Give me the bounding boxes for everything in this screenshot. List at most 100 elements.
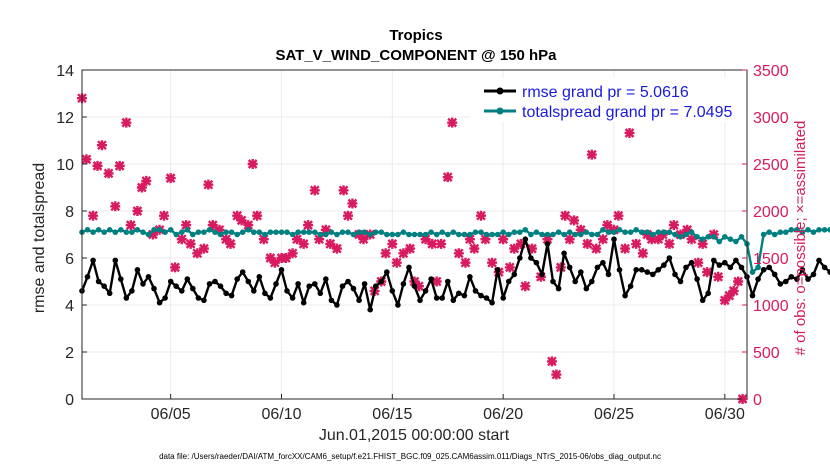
data-point-spread (783, 229, 789, 235)
obs-marker (697, 238, 708, 249)
data-point-rmse (777, 281, 784, 287)
data-point-rmse (500, 295, 507, 301)
data-point-spread (672, 231, 678, 238)
data-point-spread (167, 227, 174, 233)
data-point-spread (467, 231, 473, 238)
x-tick-label: 06/10 (261, 406, 301, 423)
obs-marker (487, 257, 498, 268)
data-point-rmse (539, 271, 545, 278)
data-point-rmse (771, 271, 778, 278)
data-point-spread (334, 231, 340, 238)
data-point-spread (533, 229, 540, 235)
obs-marker (252, 210, 263, 221)
data-point-spread (239, 229, 246, 235)
obs-marker (728, 285, 739, 296)
data-point-rmse (528, 255, 534, 261)
data-point-rmse (794, 276, 800, 282)
data-point-rmse (411, 283, 418, 290)
data-point-spread (478, 229, 484, 235)
obs-marker (170, 262, 181, 273)
data-point-spread (572, 231, 578, 238)
obs-marker (469, 243, 480, 254)
data-point-rmse (156, 299, 163, 306)
data-point-rmse (256, 274, 263, 280)
data-point-spread (112, 229, 119, 235)
y-tick-label-left: 8 (65, 204, 74, 221)
data-point-spread (228, 229, 235, 235)
data-point-rmse (190, 285, 196, 292)
data-point-rmse (251, 288, 257, 294)
obs-marker (447, 117, 458, 128)
data-point-spread (417, 231, 423, 238)
data-point-rmse (345, 278, 351, 285)
obs-marker (331, 243, 342, 254)
obs-marker (176, 234, 187, 245)
obs-marker (582, 238, 593, 249)
obs-marker (221, 234, 232, 245)
data-point-rmse (727, 264, 734, 271)
data-point-rmse (544, 241, 551, 247)
data-point-spread (505, 231, 512, 238)
legend-label-spread: totalspread grand pr = 7.0495 (522, 104, 732, 121)
obs-marker (575, 224, 586, 235)
data-point-spread (799, 229, 806, 235)
data-point-rmse (572, 278, 578, 285)
obs-marker (597, 234, 608, 245)
y-tick-label-right: 500 (753, 345, 780, 362)
data-point-spread (184, 227, 191, 233)
data-point-rmse (799, 267, 806, 273)
data-point-rmse (505, 278, 512, 285)
data-point-rmse (788, 274, 795, 280)
data-point-spread (300, 229, 307, 235)
data-point-rmse (827, 269, 830, 275)
obs-marker (602, 220, 613, 231)
obs-marker (620, 243, 631, 254)
data-point-rmse (711, 257, 717, 264)
obs-marker (114, 160, 125, 171)
data-point-rmse (594, 264, 601, 271)
obs-marker (298, 238, 309, 249)
obs-marker (526, 243, 537, 254)
data-point-spread (528, 231, 534, 238)
obs-marker (232, 210, 243, 221)
left-axis-ticks: 0 2 4 6 8 10 12 14 (56, 63, 87, 409)
data-point-rmse (339, 283, 346, 290)
data-point-spread (411, 231, 418, 238)
obs-marker (121, 117, 132, 128)
obs-marker (724, 290, 735, 301)
obs-marker (586, 149, 597, 160)
data-point-rmse (372, 283, 379, 290)
data-point-rmse (821, 264, 828, 271)
data-point-spread (589, 231, 595, 238)
obs-marker (103, 168, 114, 179)
data-point-spread (312, 229, 318, 235)
obs-marker (413, 281, 424, 292)
data-point-spread (555, 229, 562, 235)
obs-marker (664, 238, 675, 249)
data-point-rmse (445, 278, 451, 285)
data-point-rmse (328, 297, 335, 304)
y-tick-label-right: 2000 (753, 204, 789, 221)
data-point-spread (622, 229, 628, 235)
data-point-spread (688, 229, 695, 235)
obs-marker (431, 276, 442, 287)
data-point-spread (827, 227, 830, 233)
legend-marker-rmse (496, 87, 504, 95)
data-point-spread (583, 229, 590, 235)
data-point-spread (777, 229, 784, 235)
data-point-spread (367, 231, 374, 238)
data-point-spread (821, 227, 828, 233)
data-point-rmse (134, 267, 141, 273)
data-point-rmse (566, 264, 573, 271)
data-point-spread (771, 231, 778, 238)
data-point-rmse (688, 259, 695, 266)
data-point-spread (101, 229, 107, 235)
data-point-spread (295, 229, 301, 235)
data-point-spread (123, 229, 130, 235)
data-point-rmse (666, 255, 673, 261)
data-point-rmse (201, 297, 207, 304)
y-tick-label-right: 1000 (753, 298, 789, 315)
obs-marker (198, 243, 209, 254)
data-point-spread (566, 229, 573, 235)
